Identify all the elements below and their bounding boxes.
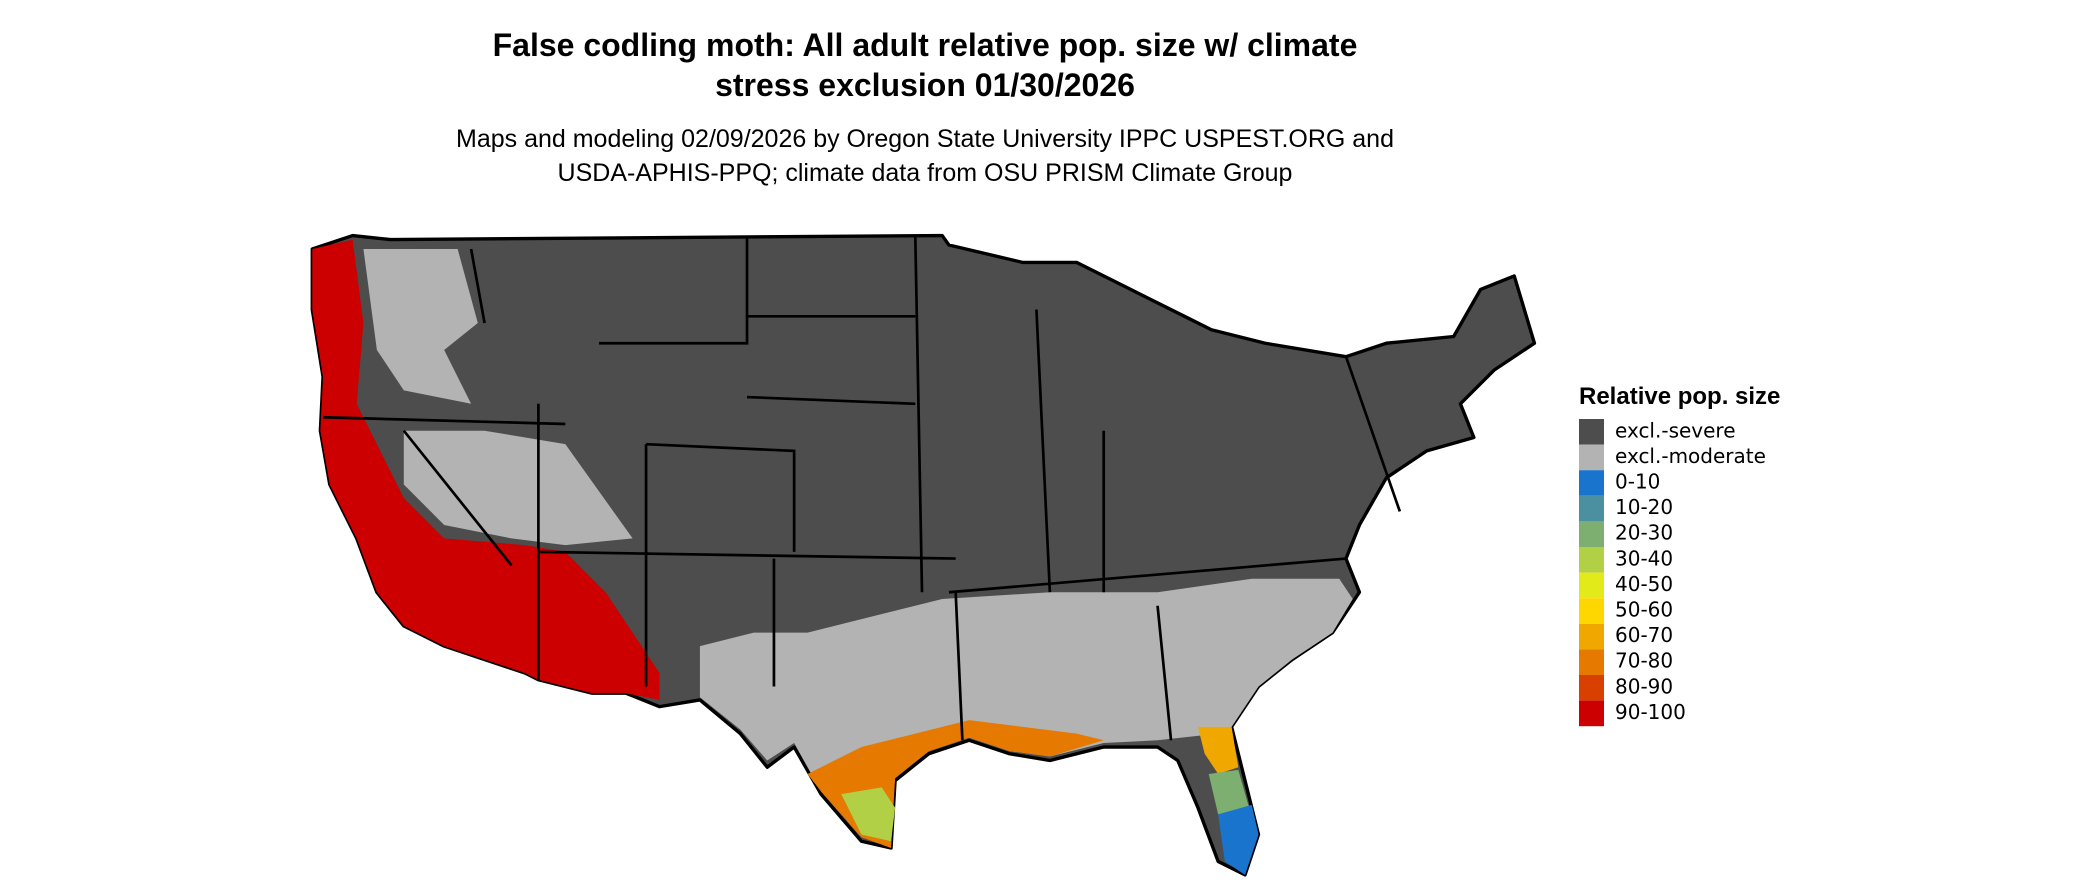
legend-swatch (1579, 521, 1604, 547)
legend-label: 30-40 (1615, 546, 1673, 570)
legend-swatch (1579, 623, 1604, 650)
mid-region (841, 787, 896, 842)
legend-label: 60-70 (1615, 623, 1673, 647)
legend-label: excl.-moderate (1615, 444, 1766, 468)
florida-region (1208, 769, 1250, 815)
us-map (310, 233, 1537, 877)
legend-swatch (1579, 700, 1604, 727)
state-borders (323, 235, 1402, 741)
legend-swatch (1579, 470, 1604, 496)
legend-label: 80-90 (1615, 674, 1673, 698)
title-line: False codling moth: All adult relative p… (493, 27, 1358, 63)
legend-swatch (1579, 572, 1604, 599)
legend-swatch (1579, 675, 1604, 701)
legend-swatch (1579, 419, 1604, 445)
moderate-region (363, 249, 633, 546)
florida-region (1218, 804, 1259, 875)
legend-label: 20-30 (1615, 521, 1673, 545)
subtitle-line: Maps and modeling 02/09/2026 by Oregon S… (456, 125, 1394, 153)
legend-title: Relative pop. size (1579, 383, 1780, 410)
florida-region (1197, 726, 1239, 774)
legend-label: 40-50 (1615, 572, 1673, 596)
legend-swatch (1579, 495, 1604, 522)
legend-swatch (1579, 598, 1604, 624)
legend-swatch (1579, 649, 1604, 675)
title-line: stress exclusion 01/30/2026 (715, 67, 1135, 103)
legend-label: 90-100 (1615, 700, 1686, 724)
legend-swatch (1579, 547, 1604, 573)
legend-label: 70-80 (1615, 649, 1673, 673)
legend-swatch (1579, 444, 1604, 471)
legend-label: excl.-severe (1615, 418, 1736, 442)
legend-label: 10-20 (1615, 495, 1673, 519)
high-region (312, 239, 660, 700)
legend-label: 50-60 (1615, 598, 1673, 622)
legend-label: 0-10 (1615, 470, 1660, 494)
subtitle-line: USDA-APHIS-PPQ; climate data from OSU PR… (558, 159, 1293, 187)
legend: Relative pop. size excl.-severeexcl.-mod… (1579, 383, 1780, 727)
